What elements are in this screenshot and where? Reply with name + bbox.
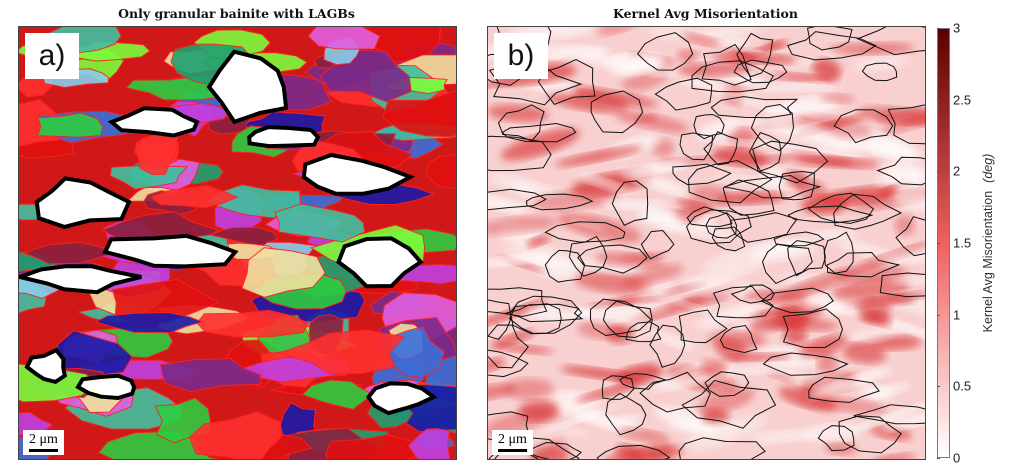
colorbar-tick-label: 1	[953, 307, 961, 323]
colorbar-tick-mark	[937, 458, 940, 459]
colorbar-tick-label: 0	[953, 450, 961, 466]
colorbar-tick-label: 1.5	[953, 235, 972, 251]
ipf-map-panel: a) 2 μm	[18, 26, 457, 460]
kam-map-panel: b) 2 μm	[487, 26, 926, 460]
ipf-map-image	[19, 27, 456, 459]
colorbar-tick-label: 3	[953, 20, 961, 36]
colorbar-label-text: Kernel Avg Misorientation	[981, 190, 995, 333]
colorbar-tick-mark	[937, 386, 940, 388]
colorbar-tick-mark	[937, 171, 940, 173]
colorbar-unit: (deg)	[981, 153, 995, 183]
colorbar-label: Kernel Avg Misorientation (deg)	[981, 154, 995, 333]
scale-bar-a-text: 2 μm	[29, 432, 58, 447]
colorbar-tick-mark	[937, 99, 940, 101]
panel-b-title: Kernel Avg Misorientation	[613, 6, 798, 21]
colorbar-tick-mark	[937, 243, 940, 244]
panel-label-b: b)	[494, 33, 548, 79]
kam-map-image	[488, 27, 925, 459]
panel-a-title: Only granular bainite with LAGBs	[118, 6, 355, 21]
colorbar-tick-label: 2	[953, 163, 961, 179]
scale-bar-b: 2 μm	[492, 430, 533, 455]
colorbar-tick-mark	[937, 28, 940, 29]
scale-bar-b-text: 2 μm	[498, 432, 527, 447]
scale-bar-a: 2 μm	[23, 430, 64, 455]
panel-label-a: a)	[25, 33, 79, 79]
colorbar-tick-label: 0.5	[953, 378, 972, 394]
colorbar-tick-mark	[937, 314, 940, 316]
colorbar-tick-label: 2.5	[953, 92, 972, 108]
